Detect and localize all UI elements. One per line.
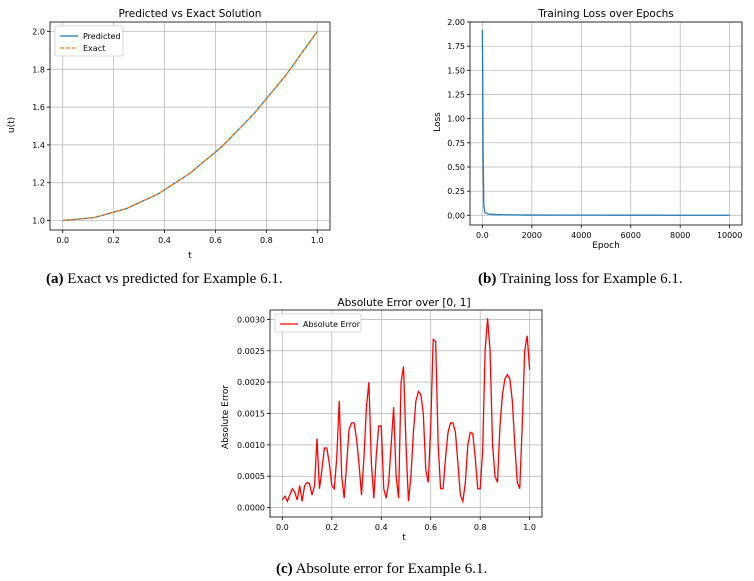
- y-tick-label: 0.25: [447, 187, 465, 196]
- x-tick-label: 0.0: [476, 231, 489, 240]
- y-tick-label: 0.0020: [237, 378, 265, 387]
- x-tick-label: 0.4: [375, 523, 388, 532]
- x-tick-label: 1.0: [311, 236, 324, 245]
- y-tick-label: 2.00: [447, 18, 465, 27]
- y-tick-label: 0.0025: [237, 347, 265, 356]
- caption-label: (c): [276, 561, 293, 577]
- legend-label: Exact: [83, 44, 105, 53]
- y-tick-label: 1.25: [447, 91, 465, 100]
- x-tick-label: 10000: [717, 231, 742, 240]
- x-axis-label: Epoch: [592, 241, 620, 251]
- caption-text: Training loss for Example 6.1.: [499, 271, 683, 287]
- chart-training-loss: Training Loss over Epochs Epoch Loss 0.0…: [433, 8, 743, 251]
- y-tick-label: 1.0: [32, 217, 45, 226]
- caption-c: (c) Absolute error for Example 6.1.: [276, 561, 487, 578]
- plot-frame: [269, 309, 543, 518]
- plot-frame: [49, 21, 331, 231]
- chart-absolute-error: Absolute Error over [0, 1] t Absolute Er…: [221, 297, 543, 543]
- legend-box: [274, 313, 362, 333]
- chart-title: Absolute Error over [0, 1]: [337, 297, 470, 309]
- legend-label: Absolute Error: [303, 320, 361, 329]
- y-tick-label: 1.50: [447, 66, 465, 75]
- x-tick-label: 4000: [571, 231, 591, 240]
- y-axis-label: Absolute Error: [221, 385, 231, 449]
- y-tick-label: 0.0015: [237, 410, 265, 419]
- x-tick-label: 0.2: [107, 236, 120, 245]
- caption-label: (b): [478, 271, 497, 287]
- x-axis-label: t: [188, 251, 192, 261]
- x-tick-label: 1.0: [523, 523, 536, 532]
- x-tick-label: 2000: [522, 231, 542, 240]
- y-tick-label: 0.0010: [237, 441, 265, 450]
- x-axis-label: t: [402, 533, 406, 543]
- y-tick-label: 1.75: [447, 42, 465, 51]
- y-tick-label: 1.4: [32, 141, 45, 150]
- x-tick-label: 0.8: [474, 523, 487, 532]
- y-tick-label: 0.00: [447, 211, 465, 220]
- series-line-0: [481, 29, 730, 216]
- chart-title: Predicted vs Exact Solution: [119, 8, 262, 20]
- x-tick-label: 0.0: [276, 523, 289, 532]
- y-tick-label: 1.00: [447, 115, 465, 124]
- x-tick-label: 0.0: [56, 236, 69, 245]
- caption-label: (a): [46, 271, 64, 287]
- series-line-absolute-error: [281, 318, 531, 504]
- y-tick-label: 0.50: [447, 163, 465, 172]
- y-tick-label: 1.8: [32, 65, 45, 74]
- x-tick-label: 0.6: [424, 523, 437, 532]
- x-tick-label: 0.6: [209, 236, 222, 245]
- series-line-exact: [62, 31, 318, 222]
- y-tick-label: 0.0005: [237, 472, 265, 481]
- y-tick-label: 1.6: [32, 103, 45, 112]
- y-tick-label: 0.0000: [237, 504, 265, 513]
- plot-frame: [469, 21, 743, 226]
- x-tick-label: 8000: [670, 231, 690, 240]
- y-tick-label: 1.2: [32, 179, 45, 188]
- y-axis-label: u(t): [7, 117, 17, 133]
- x-tick-label: 6000: [621, 231, 641, 240]
- caption-a: (a) Exact vs predicted for Example 6.1.: [46, 271, 283, 288]
- x-tick-label: 0.2: [325, 523, 338, 532]
- chart-title: Training Loss over Epochs: [537, 8, 674, 20]
- chart-predicted-vs-exact: Predicted vs Exact Solution t u(t) 0.0 0.…: [7, 8, 331, 261]
- y-tick-label: 0.0030: [237, 315, 265, 324]
- legend-label: Predicted: [83, 32, 121, 41]
- caption-text: Absolute error for Example 6.1.: [295, 561, 488, 577]
- x-tick-label: 0.8: [260, 236, 273, 245]
- x-tick-label: 0.4: [158, 236, 171, 245]
- y-tick-label: 0.75: [447, 139, 465, 148]
- caption-text: Exact vs predicted for Example 6.1.: [67, 271, 283, 287]
- caption-b: (b) Training loss for Example 6.1.: [478, 271, 683, 288]
- y-tick-label: 2.0: [32, 27, 45, 36]
- series-line-predicted: [62, 31, 318, 222]
- y-axis-label: Loss: [433, 112, 443, 132]
